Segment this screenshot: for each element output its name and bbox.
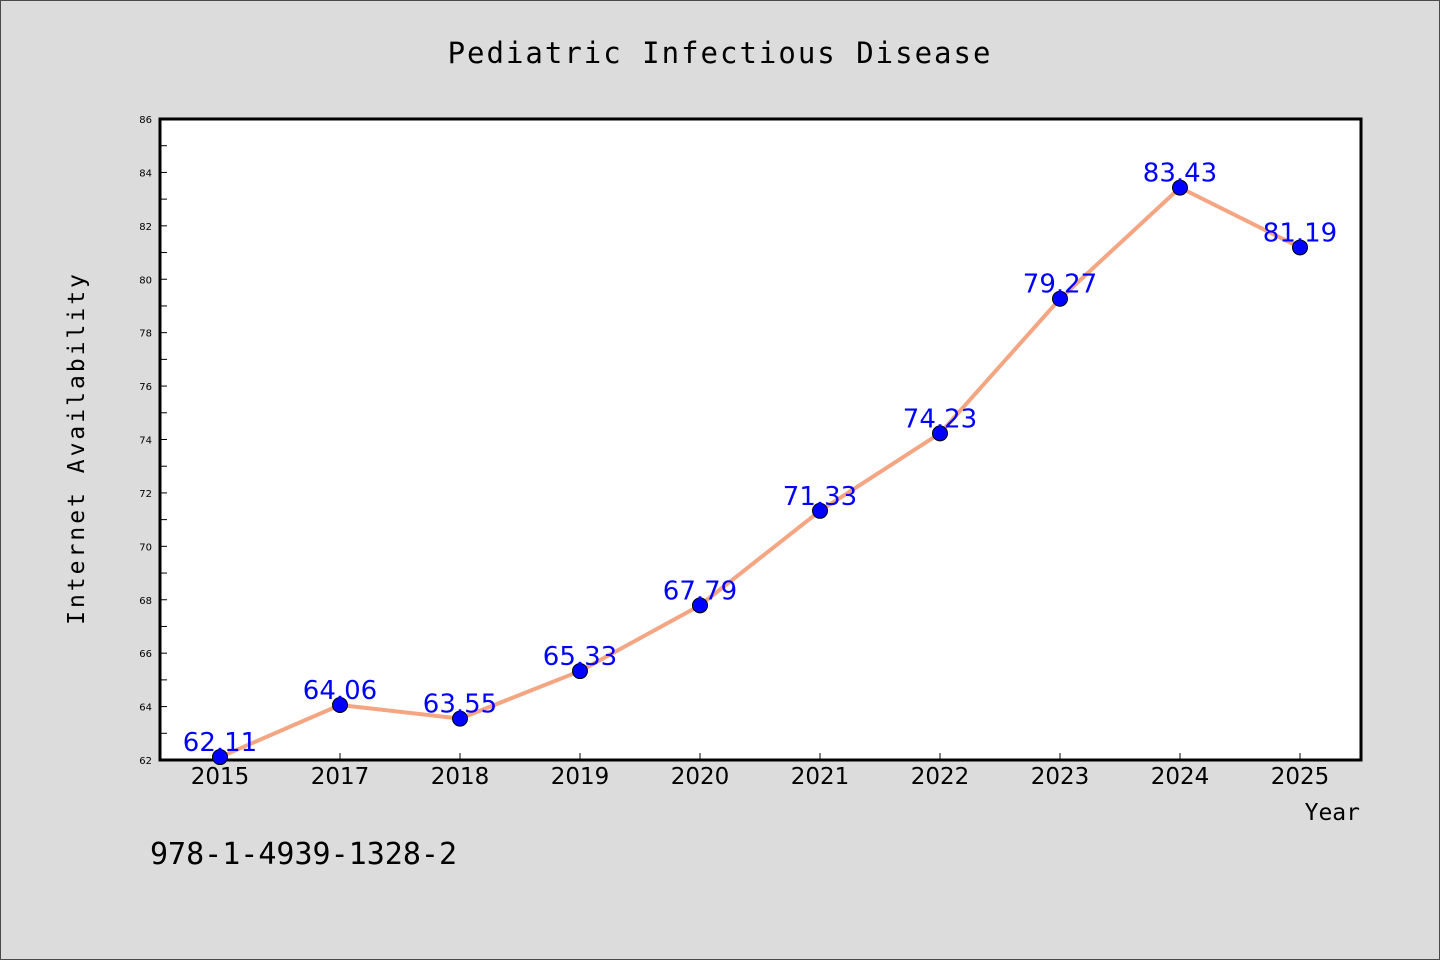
- y-tick-label: 66: [139, 649, 152, 660]
- chart-title: Pediatric Infectious Disease: [448, 36, 993, 70]
- data-label: 63.55: [423, 690, 497, 720]
- x-tick-label: 2023: [1031, 764, 1090, 790]
- isbn-text: 978-1-4939-1328-2: [150, 837, 457, 872]
- series-line: [218, 185, 1302, 760]
- data-label: 79.27: [1023, 270, 1097, 300]
- y-tick-label: 72: [139, 489, 152, 500]
- y-tick-label: 76: [139, 382, 152, 393]
- y-tick-label: 80: [139, 275, 152, 286]
- y-tick-label: 70: [139, 542, 152, 553]
- y-tick-label: 82: [139, 222, 152, 233]
- data-point: [452, 710, 468, 727]
- y-tick-label: 86: [139, 115, 152, 126]
- data-label: 71.33: [783, 482, 857, 512]
- x-axis: 2015 2017 2018 2019 2020 2021 2022 2023 2024 2025: [191, 753, 1330, 790]
- data-point: [1052, 290, 1068, 307]
- x-tick-label: 2019: [551, 764, 610, 790]
- x-tick-label: 2018: [431, 764, 490, 790]
- x-tick-label: 2025: [1271, 764, 1330, 790]
- y-axis: 62 64 66 68 70 72 74 76 78 80 82 84 86: [139, 115, 167, 767]
- x-tick-label: 2017: [311, 764, 370, 790]
- data-label: 64.06: [303, 676, 377, 706]
- y-tick-label: 74: [139, 436, 152, 447]
- y-tick-label: 68: [139, 596, 152, 607]
- data-point: [1292, 239, 1308, 256]
- data-label: 81.19: [1263, 218, 1337, 248]
- data-label: 83.43: [1143, 159, 1217, 189]
- data-label: 65.33: [543, 642, 617, 672]
- x-tick-label: 2024: [1151, 764, 1210, 790]
- x-tick-label: 2022: [911, 764, 970, 790]
- x-tick-label: 2015: [191, 764, 250, 790]
- data-label: 74.23: [903, 404, 977, 434]
- y-tick-label: 84: [139, 168, 152, 179]
- y-axis-label: Internet Availability: [64, 271, 90, 625]
- x-axis-label: Year: [1305, 800, 1360, 826]
- data-point: [932, 425, 948, 442]
- y-tick-label: 62: [139, 756, 152, 767]
- data-point: [332, 696, 348, 713]
- data-point: [212, 749, 228, 766]
- data-label: 67.79: [663, 576, 737, 606]
- y-tick-label: 64: [139, 703, 152, 714]
- data-series: 62.11 64.06 63.55 65.33 67.79 71.33 74.23 79.27…: [183, 159, 1337, 766]
- data-label: 62.11: [183, 728, 257, 758]
- y-tick-label: 78: [139, 329, 152, 340]
- data-point: [692, 597, 708, 614]
- data-point: [1172, 179, 1188, 196]
- x-tick-label: 2020: [671, 764, 730, 790]
- plot-area: [158, 117, 1363, 762]
- x-tick-label: 2021: [791, 764, 850, 790]
- data-point: [572, 663, 588, 680]
- data-point: [812, 502, 828, 519]
